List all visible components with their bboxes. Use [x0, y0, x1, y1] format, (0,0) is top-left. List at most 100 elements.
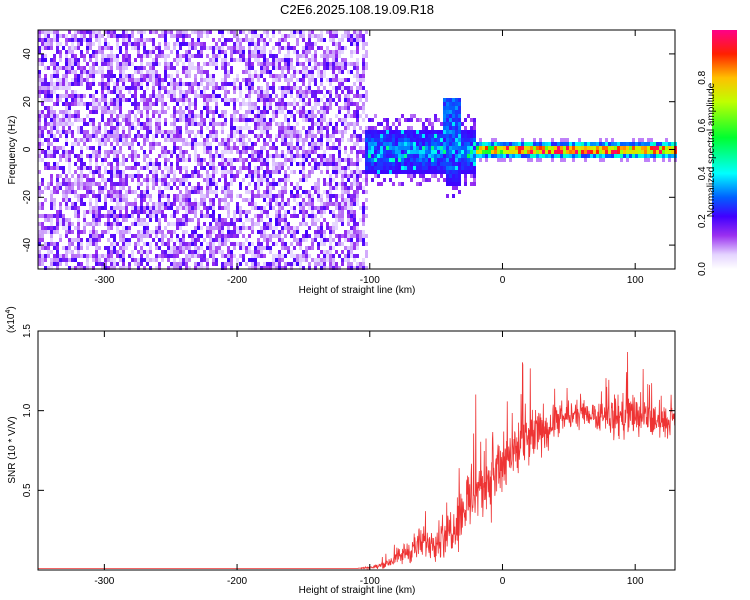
spectrogram-cell: [146, 86, 149, 90]
spectrogram-cell: [308, 150, 311, 154]
spectrogram-cell: [122, 158, 125, 162]
spectrogram-cell: [335, 62, 338, 66]
spectrogram-cell: [260, 118, 263, 122]
spectrogram-cell: [149, 246, 152, 250]
spectrogram-cell: [80, 154, 83, 158]
spectrogram-cell: [365, 178, 368, 182]
spectrogram-cell: [50, 178, 53, 182]
spectrogram-cell: [62, 74, 65, 78]
spectrogram-cell: [185, 142, 188, 146]
spectrogram-cell: [95, 54, 98, 58]
spectrogram-cell: [149, 250, 152, 254]
spectrogram-cell: [74, 206, 77, 210]
spectrogram-cell: [161, 134, 164, 138]
spectrogram-cell: [83, 222, 86, 226]
spectrogram-cell: [293, 134, 296, 138]
spectrogram-cell: [170, 50, 173, 54]
spectrogram-cell: [176, 98, 179, 102]
spectrogram-cell: [356, 182, 359, 186]
spectrogram-cell: [80, 50, 83, 54]
spectrogram-cell: [470, 174, 473, 178]
spectrogram-cell: [299, 134, 302, 138]
spectrogram-cell: [236, 58, 239, 62]
spectrogram-cell: [170, 230, 173, 234]
spectrogram-cell: [167, 266, 170, 270]
spectrogram-cell: [44, 138, 47, 142]
spectrogram-cell: [281, 162, 284, 166]
spectrogram-cell: [242, 242, 245, 246]
spectrogram-cell: [59, 50, 62, 54]
spectrogram-cell: [242, 158, 245, 162]
spectrogram-cell: [383, 138, 386, 142]
spectrogram-cell: [164, 250, 167, 254]
spectrogram-cell: [350, 234, 353, 238]
spectrogram-cell: [95, 182, 98, 186]
spectrogram-cell: [236, 230, 239, 234]
spectrogram-cell: [134, 98, 137, 102]
spectrogram-cell: [344, 106, 347, 110]
spectrogram-cell: [353, 66, 356, 70]
spectrogram-cell: [308, 74, 311, 78]
spectrogram-cell: [158, 222, 161, 226]
spectrogram-cell: [554, 154, 557, 158]
spectrogram-cell: [77, 94, 80, 98]
spectrogram-cell: [86, 254, 89, 258]
spectrogram-cell: [122, 78, 125, 82]
spectrogram-cell: [314, 34, 317, 38]
spectrogram-cell: [98, 66, 101, 70]
spectrogram-cell: [233, 86, 236, 90]
spectrogram-cell: [311, 122, 314, 126]
spectrogram-cell: [62, 82, 65, 86]
spectrogram-cell: [323, 62, 326, 66]
spectrogram-cell: [335, 194, 338, 198]
spectrogram-cell: [248, 126, 251, 130]
spectrogram-cell: [410, 114, 413, 118]
spectrogram-cell: [41, 30, 44, 34]
spectrogram-cell: [161, 210, 164, 214]
spectrogram-cell: [158, 246, 161, 250]
spectrogram-cell: [413, 158, 416, 162]
spectrogram-cell: [128, 238, 131, 242]
spectrogram-cell: [242, 166, 245, 170]
spectrogram-cell: [41, 78, 44, 82]
spectrogram-cell: [446, 178, 449, 182]
spectrogram-cell: [230, 222, 233, 226]
spectrogram-cell: [560, 150, 563, 154]
spectrogram-cell: [167, 206, 170, 210]
spectrogram-cell: [254, 90, 257, 94]
spectrogram-cell: [62, 94, 65, 98]
spectrogram-cell: [290, 250, 293, 254]
spectrogram-cell: [338, 62, 341, 66]
spectrogram-cell: [284, 90, 287, 94]
spectrogram-cell: [77, 198, 80, 202]
spectrogram-cell: [140, 238, 143, 242]
spectrogram-cell: [83, 66, 86, 70]
spectrogram-cell: [65, 142, 68, 146]
spectrogram-cell: [77, 174, 80, 178]
spectrogram-cell: [47, 138, 50, 142]
spectrogram-cell: [575, 142, 578, 146]
spectrogram-cell: [278, 86, 281, 90]
spectrogram-cell: [347, 110, 350, 114]
spectrogram-cell: [122, 230, 125, 234]
spectrogram-cell: [50, 114, 53, 118]
spectrogram-cell: [50, 262, 53, 266]
spectrogram-cell: [278, 46, 281, 50]
spectrogram-cell: [191, 38, 194, 42]
spectrogram-cell: [332, 230, 335, 234]
spectrogram-cell: [50, 182, 53, 186]
spectrogram-cell: [113, 126, 116, 130]
spectrogram-cell: [230, 98, 233, 102]
spectrogram-cell: [179, 58, 182, 62]
spectrogram-cell: [290, 194, 293, 198]
spectrogram-cell: [65, 106, 68, 110]
spectrogram-cell: [209, 198, 212, 202]
spectrogram-cell: [212, 134, 215, 138]
spectrogram-cell: [56, 262, 59, 266]
spectrogram-cell: [539, 154, 542, 158]
spectrogram-cell: [185, 58, 188, 62]
spectrogram-cell: [176, 186, 179, 190]
spectrogram-cell: [293, 258, 296, 262]
spectrogram-cell: [479, 138, 482, 142]
spectrogram-cell: [68, 242, 71, 246]
